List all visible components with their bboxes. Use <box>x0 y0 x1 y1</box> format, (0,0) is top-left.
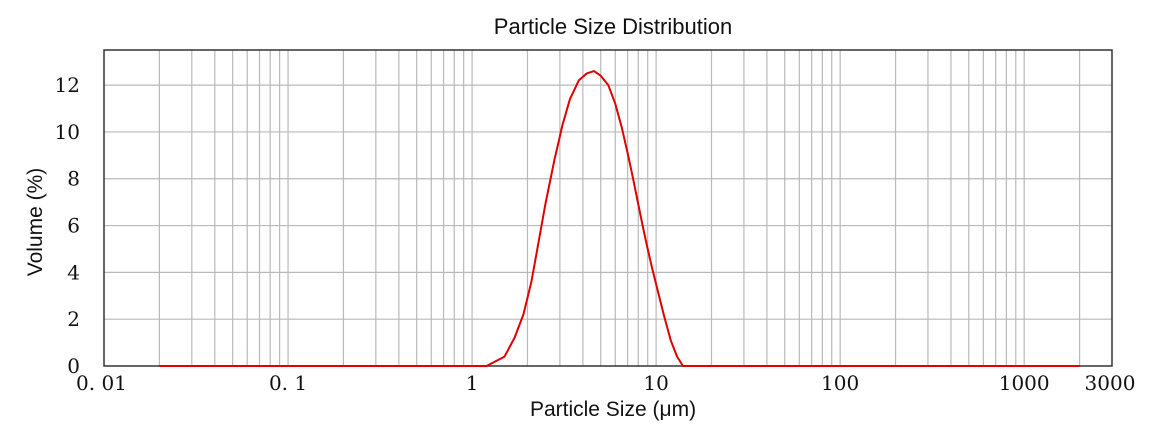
y-tick-labels: 0 2 4 6 8 10 12 <box>55 73 80 378</box>
x-gridlines <box>158 50 1081 366</box>
x-axis-label: Particle Size (μm) <box>529 398 697 421</box>
y-tick-label: 8 <box>67 167 80 191</box>
chart-title: Particle Size Distribution <box>493 14 733 39</box>
x-tick-label: 100 <box>821 371 859 395</box>
x-tick-label: 10 <box>643 371 668 395</box>
x-tick-label: 0. 01 <box>76 371 127 395</box>
y-tick-label: 2 <box>67 307 80 331</box>
y-tick-label: 12 <box>55 73 80 97</box>
series-line <box>159 70 1080 367</box>
x-tick-label: 3000 <box>1085 371 1136 395</box>
y-tick-label: 10 <box>55 120 80 144</box>
x-tick-labels: 0. 01 0. 1 1 10 100 1000 3000 <box>76 371 1135 395</box>
y-tick-label: 6 <box>67 214 80 238</box>
y-gridlines <box>104 84 1112 320</box>
x-tick-label: 0. 1 <box>269 371 307 395</box>
y-axis-label: Volume (%) <box>24 167 47 277</box>
y-tick-label: 0 <box>67 354 80 378</box>
x-tick-label: 1 <box>466 371 479 395</box>
series-group <box>159 70 1080 367</box>
x-tick-label: 1000 <box>999 371 1050 395</box>
y-tick-label: 4 <box>67 260 80 284</box>
plot-frame <box>103 49 1113 367</box>
